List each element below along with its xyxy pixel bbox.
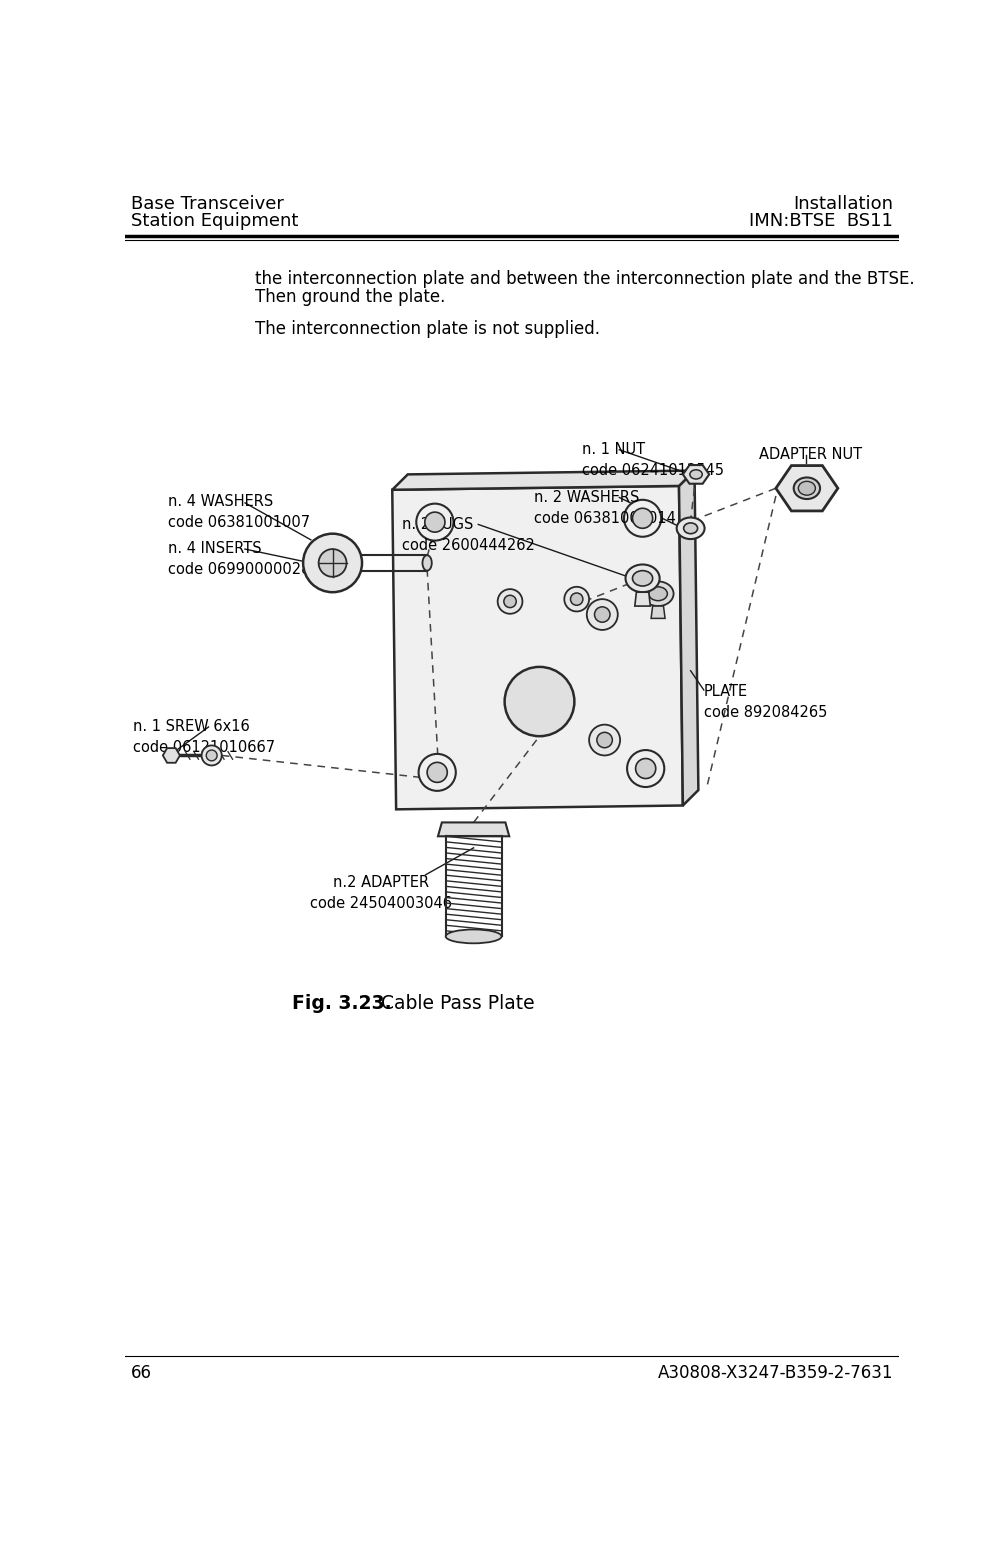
Text: The interconnection plate is not supplied.: The interconnection plate is not supplie… [255, 320, 600, 339]
Ellipse shape [632, 571, 652, 586]
Circle shape [596, 732, 612, 747]
Ellipse shape [642, 582, 673, 606]
Circle shape [624, 500, 661, 537]
Circle shape [632, 509, 652, 528]
Polygon shape [163, 749, 180, 763]
Circle shape [635, 758, 655, 778]
Polygon shape [651, 606, 665, 619]
Circle shape [319, 549, 347, 577]
Polygon shape [634, 593, 650, 606]
Text: the interconnection plate and between the interconnection plate and the BTSE.: the interconnection plate and between th… [255, 271, 915, 288]
Text: 66: 66 [131, 1364, 152, 1381]
Text: n. 4 WASHERS
code 06381001007: n. 4 WASHERS code 06381001007 [168, 493, 311, 529]
Circle shape [498, 589, 522, 614]
Circle shape [428, 763, 448, 783]
Ellipse shape [423, 555, 432, 571]
Text: n. 1 NUT
code 06241012545: n. 1 NUT code 06241012545 [582, 442, 724, 478]
Text: Fig. 3.23.: Fig. 3.23. [292, 995, 392, 1013]
Polygon shape [679, 470, 698, 806]
Text: n. 2 WASHERS
code 06381001014: n. 2 WASHERS code 06381001014 [534, 490, 676, 526]
Text: Base Transceiver: Base Transceiver [131, 195, 284, 213]
Polygon shape [393, 486, 683, 809]
Text: n. 2 LUGS
code 2600444262: n. 2 LUGS code 2600444262 [403, 517, 535, 552]
Text: Installation: Installation [793, 195, 893, 213]
Circle shape [564, 586, 589, 611]
Text: Station Equipment: Station Equipment [131, 212, 299, 231]
Polygon shape [776, 466, 838, 511]
Circle shape [202, 746, 222, 766]
Ellipse shape [676, 518, 704, 538]
Ellipse shape [683, 523, 697, 534]
Text: Then ground the plate.: Then ground the plate. [255, 288, 446, 306]
Circle shape [627, 750, 664, 787]
Text: n. 1 SREW 6x16
code 06121010667: n. 1 SREW 6x16 code 06121010667 [133, 719, 275, 755]
Text: n. 4 INSERTS
code 06990000028: n. 4 INSERTS code 06990000028 [168, 541, 311, 577]
Circle shape [419, 753, 456, 791]
Text: IMN:BTSE  BS11: IMN:BTSE BS11 [749, 212, 893, 231]
Ellipse shape [793, 478, 820, 500]
Text: Cable Pass Plate: Cable Pass Plate [381, 995, 534, 1013]
Circle shape [589, 724, 620, 755]
Text: ADAPTER NUT: ADAPTER NUT [759, 447, 862, 463]
Circle shape [586, 599, 617, 630]
Ellipse shape [317, 552, 329, 574]
Circle shape [206, 750, 217, 761]
Ellipse shape [798, 481, 815, 495]
Polygon shape [683, 466, 709, 484]
Ellipse shape [690, 470, 702, 480]
Circle shape [504, 667, 574, 736]
Circle shape [503, 596, 516, 608]
Ellipse shape [446, 930, 501, 944]
Ellipse shape [648, 586, 667, 600]
Text: n.2 ADAPTER
code 24504003046: n.2 ADAPTER code 24504003046 [310, 874, 452, 911]
Circle shape [425, 512, 445, 532]
Ellipse shape [625, 565, 659, 593]
Circle shape [417, 504, 454, 540]
Circle shape [570, 593, 582, 605]
Polygon shape [438, 823, 509, 837]
Polygon shape [393, 470, 694, 490]
Circle shape [594, 606, 610, 622]
Text: A30808-X3247-B359-2-7631: A30808-X3247-B359-2-7631 [657, 1364, 893, 1381]
Circle shape [303, 534, 362, 593]
Text: PLATE
code 892084265: PLATE code 892084265 [704, 684, 827, 719]
